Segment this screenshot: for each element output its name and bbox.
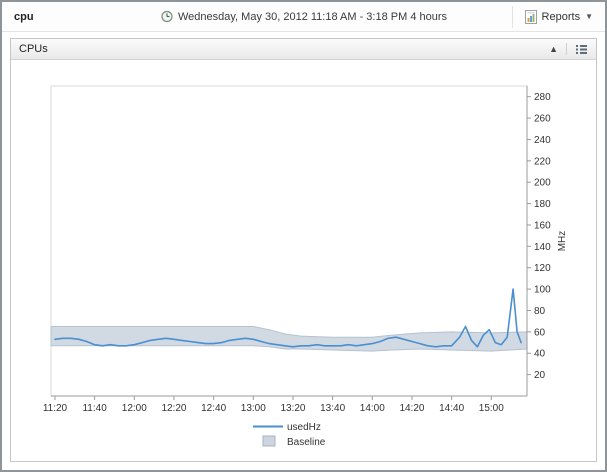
svg-text:260: 260 — [534, 114, 551, 125]
svg-text:40: 40 — [534, 349, 546, 360]
panel-menu-icon[interactable] — [575, 44, 588, 55]
svg-text:12:40: 12:40 — [201, 403, 226, 414]
reports-label: Reports — [541, 10, 581, 23]
chevron-down-icon: ▼ — [585, 11, 593, 21]
report-icon — [524, 9, 537, 24]
svg-text:280: 280 — [534, 92, 551, 103]
cpus-panel-body: 20 40 60 80 100 120 140 160 180 200 220 240 260 280 11… — [11, 60, 596, 461]
svg-text:14:00: 14:00 — [360, 403, 385, 414]
svg-text:Baseline: Baseline — [287, 437, 326, 448]
svg-text:13:00: 13:00 — [241, 403, 266, 414]
cpu-usage-chart[interactable]: 20 40 60 80 100 120 140 160 180 200 220 240 260 280 11… — [11, 60, 596, 461]
svg-text:120: 120 — [534, 263, 551, 274]
cpus-panel: CPUs ▲ — [10, 38, 597, 462]
svg-text:80: 80 — [534, 306, 546, 317]
cpus-panel-header: CPUs ▲ — [11, 39, 596, 60]
divider — [566, 43, 567, 55]
topbar: cpu Wednesday, May 30, 2012 11:18 AM - 3… — [2, 2, 605, 32]
svg-text:13:20: 13:20 — [280, 403, 305, 414]
svg-text:180: 180 — [534, 199, 551, 210]
svg-text:MHz: MHz — [557, 231, 568, 252]
svg-text:60: 60 — [534, 327, 546, 338]
svg-text:11:40: 11:40 — [82, 403, 107, 414]
svg-text:13:40: 13:40 — [320, 403, 345, 414]
svg-text:100: 100 — [534, 285, 551, 296]
svg-text:20: 20 — [534, 370, 546, 381]
clock-icon — [160, 10, 173, 23]
svg-text:240: 240 — [534, 135, 551, 146]
svg-text:14:40: 14:40 — [439, 403, 464, 414]
timerange-label: Wednesday, May 30, 2012 11:18 AM - 3:18 … — [177, 10, 448, 23]
page-title: cpu — [14, 10, 34, 23]
svg-text:usedHz: usedHz — [287, 422, 321, 433]
svg-text:160: 160 — [534, 220, 551, 231]
svg-text:14:20: 14:20 — [399, 403, 424, 414]
svg-text:12:00: 12:00 — [122, 403, 147, 414]
reports-button[interactable]: Reports ▼ — [511, 5, 605, 28]
timerange-selector[interactable]: Wednesday, May 30, 2012 11:18 AM - 3:18 … — [160, 10, 447, 23]
content-area: CPUs ▲ — [2, 32, 605, 470]
svg-text:15:00: 15:00 — [479, 403, 504, 414]
panel-title: CPUs — [19, 43, 48, 55]
svg-text:200: 200 — [534, 178, 551, 189]
panel-actions: ▲ — [549, 43, 588, 55]
svg-text:12:20: 12:20 — [161, 403, 186, 414]
collapse-icon[interactable]: ▲ — [549, 43, 558, 54]
svg-text:140: 140 — [534, 242, 551, 253]
svg-text:220: 220 — [534, 156, 551, 167]
svg-text:11:20: 11:20 — [43, 403, 68, 414]
